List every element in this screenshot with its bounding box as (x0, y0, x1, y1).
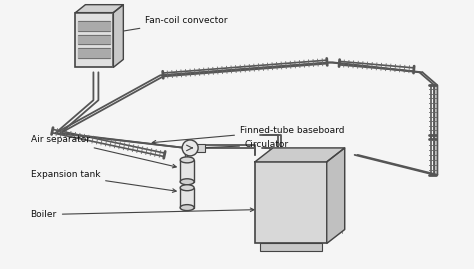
Circle shape (182, 140, 198, 156)
Bar (75, 13, 113, 67)
Ellipse shape (180, 205, 194, 211)
Text: Finned-tube baseboard: Finned-tube baseboard (152, 126, 345, 144)
Polygon shape (79, 21, 110, 31)
Polygon shape (79, 48, 110, 58)
Ellipse shape (180, 179, 194, 185)
Text: Fan-coil convector: Fan-coil convector (118, 16, 228, 33)
Polygon shape (75, 5, 123, 13)
Text: Circulator: Circulator (201, 140, 289, 150)
Polygon shape (113, 5, 123, 67)
Text: Expansion tank: Expansion tank (31, 170, 176, 192)
Text: Air separator: Air separator (31, 136, 176, 168)
Bar (197, 144, 205, 152)
Ellipse shape (180, 185, 194, 191)
Bar (180, 160, 194, 182)
Polygon shape (327, 148, 345, 243)
Polygon shape (79, 34, 110, 44)
Bar (180, 188, 194, 208)
Polygon shape (255, 148, 345, 162)
Text: Boiler: Boiler (31, 208, 254, 219)
Bar (260, 243, 322, 252)
Bar (255, 162, 327, 243)
Ellipse shape (180, 157, 194, 163)
